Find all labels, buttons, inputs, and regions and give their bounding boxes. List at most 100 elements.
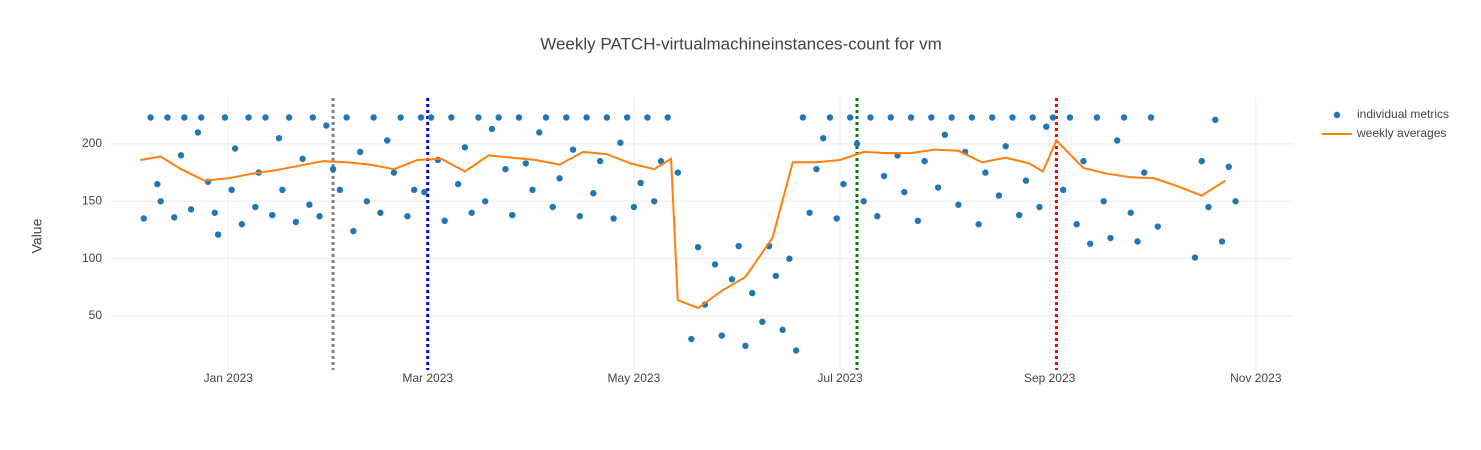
data-point [285, 114, 293, 121]
data-point [630, 203, 638, 211]
data-point [147, 114, 154, 121]
data-point [404, 213, 411, 220]
data-point [262, 114, 269, 121]
data-point [1212, 116, 1219, 124]
data-point [1066, 114, 1074, 121]
data-point [1120, 114, 1128, 121]
data-point [1087, 240, 1094, 247]
data-point [323, 122, 330, 129]
data-point [948, 114, 955, 121]
data-point [481, 198, 489, 205]
data-point [1009, 114, 1016, 121]
data-point [299, 155, 306, 163]
x-tick-label: Nov 2023 [1230, 371, 1282, 385]
data-point [955, 201, 962, 208]
data-point [1036, 203, 1043, 211]
data-point [488, 125, 496, 133]
data-point [1198, 157, 1205, 165]
data-point [164, 114, 171, 121]
data-point [181, 114, 188, 121]
data-point [1029, 114, 1036, 121]
data-point [269, 211, 276, 219]
data-point [826, 114, 834, 121]
data-point [617, 139, 624, 146]
data-point [759, 318, 766, 325]
data-point [468, 209, 475, 216]
data-point [316, 213, 323, 220]
data-point [390, 169, 398, 176]
data-point [1016, 211, 1023, 219]
data-point [157, 198, 164, 205]
data-point [1100, 198, 1107, 205]
data-point [563, 114, 570, 121]
data-point [792, 347, 800, 354]
data-point [421, 188, 428, 196]
data-point [995, 192, 1003, 199]
data-point [860, 198, 867, 205]
data-point [657, 157, 665, 165]
data-point [742, 342, 749, 350]
data-point [448, 114, 455, 121]
data-point [1022, 177, 1030, 184]
data-point [934, 184, 942, 191]
data-point [772, 272, 780, 280]
data-point [1059, 186, 1067, 194]
data-point [292, 218, 300, 226]
data-point [279, 186, 286, 194]
data-point [1080, 157, 1087, 165]
x-tick-label: Jan 2023 [204, 371, 254, 385]
data-point [461, 144, 469, 151]
legend-label: weekly averages [1356, 126, 1446, 140]
data-point [427, 114, 435, 121]
data-point [542, 114, 550, 121]
data-point [596, 157, 604, 165]
data-point [211, 209, 218, 216]
data-point [968, 114, 976, 121]
x-tick-label: Jul 2023 [817, 371, 863, 385]
data-point [1225, 163, 1232, 171]
data-point [1147, 114, 1155, 121]
data-point [329, 165, 337, 173]
data-point [383, 137, 391, 144]
data-line [140, 138, 1226, 310]
data-point [529, 186, 536, 194]
data-point [914, 217, 922, 225]
data-point [154, 180, 161, 188]
data-point [880, 172, 888, 180]
data-point [644, 114, 651, 121]
data-point [1191, 254, 1199, 261]
data-point [694, 243, 702, 251]
data-point [735, 242, 742, 250]
data-point [411, 186, 418, 194]
data-point [198, 114, 205, 121]
legend-marker [1333, 111, 1341, 119]
data-point [309, 114, 316, 121]
y-tick-label: 200 [82, 136, 102, 150]
y-tick-label: 50 [89, 308, 103, 322]
data-point [377, 209, 384, 216]
data-point [711, 261, 719, 268]
data-point [583, 114, 590, 121]
data-point [928, 114, 935, 121]
data-point [522, 160, 529, 167]
data-point [664, 114, 671, 121]
data-point [238, 221, 246, 228]
data-point [509, 211, 516, 219]
data-point [275, 134, 283, 142]
y-tick-label: 150 [82, 193, 102, 207]
data-point [1127, 209, 1134, 216]
data-point [799, 114, 807, 121]
data-point [819, 134, 827, 142]
data-point [454, 180, 462, 188]
data-point [252, 203, 259, 211]
data-point [231, 145, 239, 152]
data-point [982, 169, 989, 176]
data-point [221, 114, 229, 121]
data-point [569, 146, 577, 153]
data-point [833, 215, 840, 222]
data-point [749, 289, 756, 297]
data-point [1141, 169, 1148, 176]
legend-label: individual metrics [1357, 107, 1449, 121]
